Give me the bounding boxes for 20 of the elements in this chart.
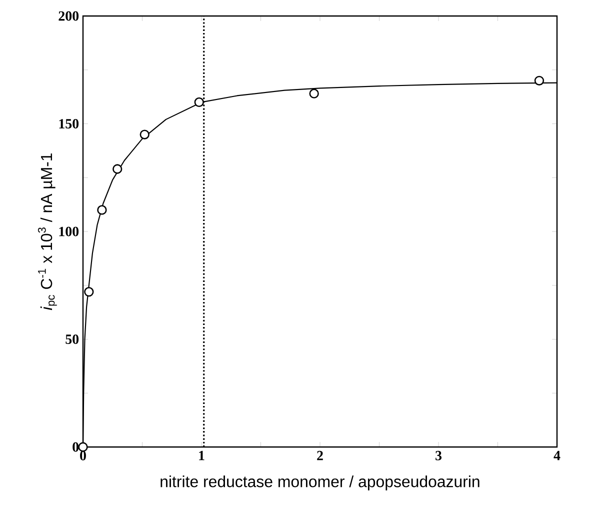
point: [140, 130, 150, 140]
x-axis-title: nitrite reductase monomer / apopseudoazurin: [160, 476, 480, 490]
y-tick-label: 150: [59, 119, 79, 128]
y-axis-title: i$_{pc}$ C$^{-1}$ x 10$^{3}$ / nA µM-1: [38, 153, 57, 310]
y-tick-label: 200: [58, 11, 79, 21]
point: [84, 287, 94, 297]
y-tick-label: 50: [66, 334, 79, 344]
y-tick-label: 0: [72, 442, 79, 452]
point: [194, 97, 204, 108]
x-tick-label: 4: [554, 450, 560, 460]
x-tick-label: 0: [80, 450, 86, 460]
point: [112, 164, 122, 174]
point: [97, 205, 107, 215]
point: [534, 76, 544, 86]
point: [78, 442, 88, 452]
y-tick-label: 100: [59, 226, 79, 236]
x-tick-label: 3: [436, 450, 442, 460]
x-tick-label: 1: [199, 450, 204, 460]
x-tick-label: 2: [317, 450, 323, 460]
point: [309, 88, 319, 98]
